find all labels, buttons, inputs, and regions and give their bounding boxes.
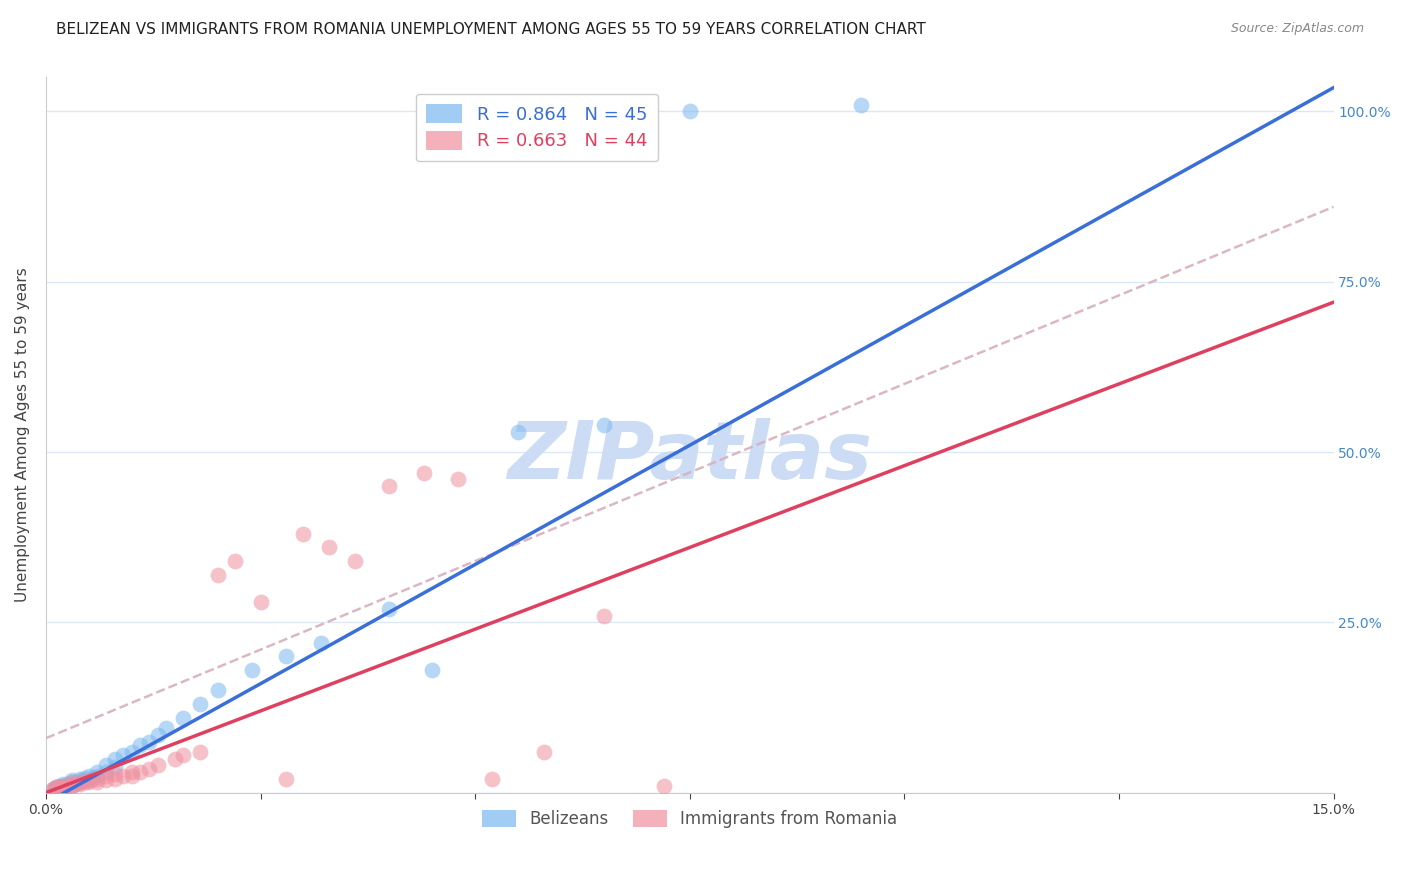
Point	[94, 758, 117, 772]
Point	[60, 773, 83, 788]
Point	[207, 683, 229, 698]
Point	[138, 762, 160, 776]
Point	[86, 775, 108, 789]
Point	[593, 417, 616, 432]
Point	[129, 765, 152, 780]
Point	[146, 728, 169, 742]
Point	[52, 779, 75, 793]
Point	[53, 779, 76, 793]
Point	[679, 104, 702, 119]
Point	[112, 769, 135, 783]
Point	[104, 760, 127, 774]
Point	[121, 765, 143, 780]
Point	[276, 649, 298, 664]
Point	[45, 780, 67, 795]
Point	[104, 772, 127, 786]
Point	[60, 779, 83, 793]
Point	[412, 466, 434, 480]
Point	[73, 771, 96, 785]
Point	[121, 745, 143, 759]
Point	[42, 782, 65, 797]
Point	[69, 772, 91, 786]
Point	[60, 775, 83, 789]
Point	[593, 608, 616, 623]
Point	[104, 766, 127, 780]
Point	[86, 765, 108, 780]
Point	[190, 697, 212, 711]
Point	[190, 745, 212, 759]
Point	[65, 775, 87, 789]
Point	[240, 663, 263, 677]
Point	[77, 773, 100, 788]
Legend: Belizeans, Immigrants from Romania: Belizeans, Immigrants from Romania	[475, 803, 904, 834]
Point	[378, 601, 401, 615]
Point	[172, 711, 194, 725]
Point	[52, 780, 75, 795]
Point	[48, 780, 70, 795]
Point	[146, 758, 169, 772]
Point	[52, 780, 75, 795]
Point	[48, 780, 70, 795]
Point	[56, 777, 79, 791]
Point	[343, 554, 366, 568]
Point	[207, 567, 229, 582]
Point	[73, 775, 96, 789]
Point	[94, 769, 117, 783]
Point	[48, 779, 70, 793]
Point	[447, 472, 470, 486]
Point	[104, 751, 127, 765]
Text: BELIZEAN VS IMMIGRANTS FROM ROMANIA UNEMPLOYMENT AMONG AGES 55 TO 59 YEARS CORRE: BELIZEAN VS IMMIGRANTS FROM ROMANIA UNEM…	[56, 22, 927, 37]
Point	[56, 779, 79, 793]
Point	[69, 777, 91, 791]
Point	[309, 636, 332, 650]
Point	[224, 554, 246, 568]
Point	[155, 721, 177, 735]
Point	[112, 748, 135, 763]
Point	[60, 779, 83, 793]
Point	[138, 734, 160, 748]
Point	[172, 748, 194, 763]
Point	[86, 769, 108, 783]
Point	[249, 595, 271, 609]
Point	[77, 769, 100, 783]
Point	[533, 745, 555, 759]
Point	[94, 765, 117, 780]
Point	[652, 779, 675, 793]
Point	[44, 782, 66, 797]
Point	[77, 775, 100, 789]
Point	[129, 738, 152, 752]
Point	[420, 663, 443, 677]
Point	[45, 780, 67, 795]
Point	[52, 777, 75, 791]
Point	[506, 425, 529, 439]
Point	[163, 751, 186, 765]
Text: Source: ZipAtlas.com: Source: ZipAtlas.com	[1230, 22, 1364, 36]
Point	[851, 97, 873, 112]
Point	[121, 769, 143, 783]
Point	[276, 772, 298, 786]
Point	[65, 777, 87, 791]
Point	[60, 775, 83, 789]
Point	[62, 777, 84, 791]
Y-axis label: Unemployment Among Ages 55 to 59 years: Unemployment Among Ages 55 to 59 years	[15, 268, 30, 602]
Point	[69, 775, 91, 789]
Point	[318, 541, 340, 555]
Point	[378, 479, 401, 493]
Point	[481, 772, 503, 786]
Point	[44, 782, 66, 797]
Point	[86, 772, 108, 786]
Point	[69, 775, 91, 789]
Point	[77, 773, 100, 788]
Point	[292, 526, 315, 541]
Point	[94, 773, 117, 788]
Point	[70, 773, 93, 788]
Point	[82, 771, 104, 785]
Point	[42, 782, 65, 797]
Text: ZIPatlas: ZIPatlas	[508, 417, 872, 495]
